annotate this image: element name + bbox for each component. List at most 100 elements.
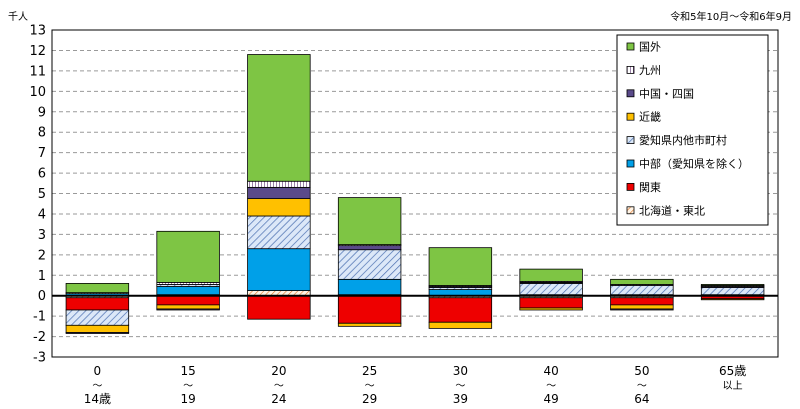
bar-segment [519,297,583,309]
bar-segment [610,297,674,306]
x-tick-label: 50 [634,364,649,378]
legend-label: 国外 [639,41,661,54]
x-tick-label: ～ [183,381,193,392]
bar-segment [337,197,402,245]
x-tick-label: 14歳 [84,392,111,406]
bar-segment [247,248,311,291]
y-tick-label: -3 [33,351,46,366]
x-tick-label: 20 [271,364,286,378]
x-tick-label: 19 [180,392,195,406]
legend-label: 中部（愛知県を除く） [639,157,749,171]
bar-segment [610,308,674,311]
bar-segment [247,215,311,250]
y-tick-label: 2 [38,248,46,263]
bar-segment [65,324,130,333]
y-tick-label: 1 [38,269,46,284]
bar-segment [156,230,220,283]
x-tick-label: 30 [453,364,468,378]
bar-segment [337,295,402,324]
legend-label: 愛知県内他市町村 [639,133,727,147]
bar-segment [337,322,402,327]
legend-swatch [626,42,635,51]
y-tick-label: 3 [38,228,46,243]
y-tick-label: 5 [38,187,46,202]
legend-swatch [626,182,635,191]
y-tick-label: 13 [29,24,46,39]
bar-segment [428,247,493,286]
y-tick-label: 0 [38,289,46,304]
x-tick-label: ～ [274,381,284,392]
x-tick-label: ～ [455,381,465,392]
y-tick-label: 4 [38,207,46,222]
legend-label: 関東 [639,181,661,194]
bar-segment [65,332,130,334]
legend-label: 九州 [639,64,661,77]
legend-swatch [626,89,635,98]
bar-segment [337,245,402,251]
x-tick-label: 24 [271,392,286,406]
bar-segment [519,307,583,311]
bar-segment [428,297,493,323]
bar-segment [156,286,220,296]
legend-swatch [626,112,635,121]
x-tick-label: 39 [453,392,468,406]
x-tick-label: 15 [180,364,195,378]
bar-segment [428,321,493,329]
bar-segment [247,186,311,200]
y-tick-label: 11 [29,64,46,79]
x-tick-label: 29 [362,392,377,406]
legend-label: 北海道・東北 [639,203,705,217]
x-tick-label: ～ [365,381,375,392]
y-tick-label: 8 [38,126,46,141]
bar-segment [247,295,311,320]
bar-segment [700,284,765,286]
y-tick-label: 9 [38,105,46,120]
bar-segment [247,54,311,182]
unit-label: 千人 [8,11,28,23]
bar-segment [337,249,402,280]
legend-swatch [626,66,635,74]
x-tick-label: 40 [543,364,558,378]
bar-segment [519,283,583,296]
bar-segment [247,198,311,217]
bar-segment [247,180,311,188]
bar-segment [700,298,765,301]
legend-swatch [626,136,635,145]
y-tick-label: 12 [29,44,46,59]
bar-segment [156,304,220,310]
bar-segment [700,287,765,296]
legend-label: 近畿 [639,110,661,124]
bar-segment [65,297,130,311]
plot-border [51,29,779,358]
y-tick-label: -1 [33,310,46,325]
y-tick-label: -2 [33,330,46,345]
bar-segment [610,304,674,310]
y-tick-label: 7 [38,146,46,161]
x-tick-label: 25 [362,364,377,378]
legend-swatch [626,159,635,168]
x-tick-label: ～ [637,381,647,392]
bar-segment [337,278,402,296]
y-tick-label: 10 [29,85,46,100]
bar-segment [519,268,583,282]
period-label: 令和5年10月～令和6年9月 [670,10,792,23]
bar-segment [610,278,674,285]
bar-segment [610,285,674,296]
bar-segment [65,283,130,294]
bar-segment [156,295,220,306]
x-tick-label: 65歳 [719,364,746,378]
x-tick-label: 49 [543,392,558,406]
x-tick-label: ～ [546,381,556,392]
bar-segment [156,308,220,311]
y-tick-label: 6 [38,167,46,182]
x-tick-label: 64 [634,392,649,406]
bar-segment [65,309,130,326]
legend-label: 中国・四国 [639,87,694,100]
x-tick-label: 以上 [723,380,743,392]
x-tick-label: 0 [94,364,102,378]
legend-swatch [626,206,635,215]
